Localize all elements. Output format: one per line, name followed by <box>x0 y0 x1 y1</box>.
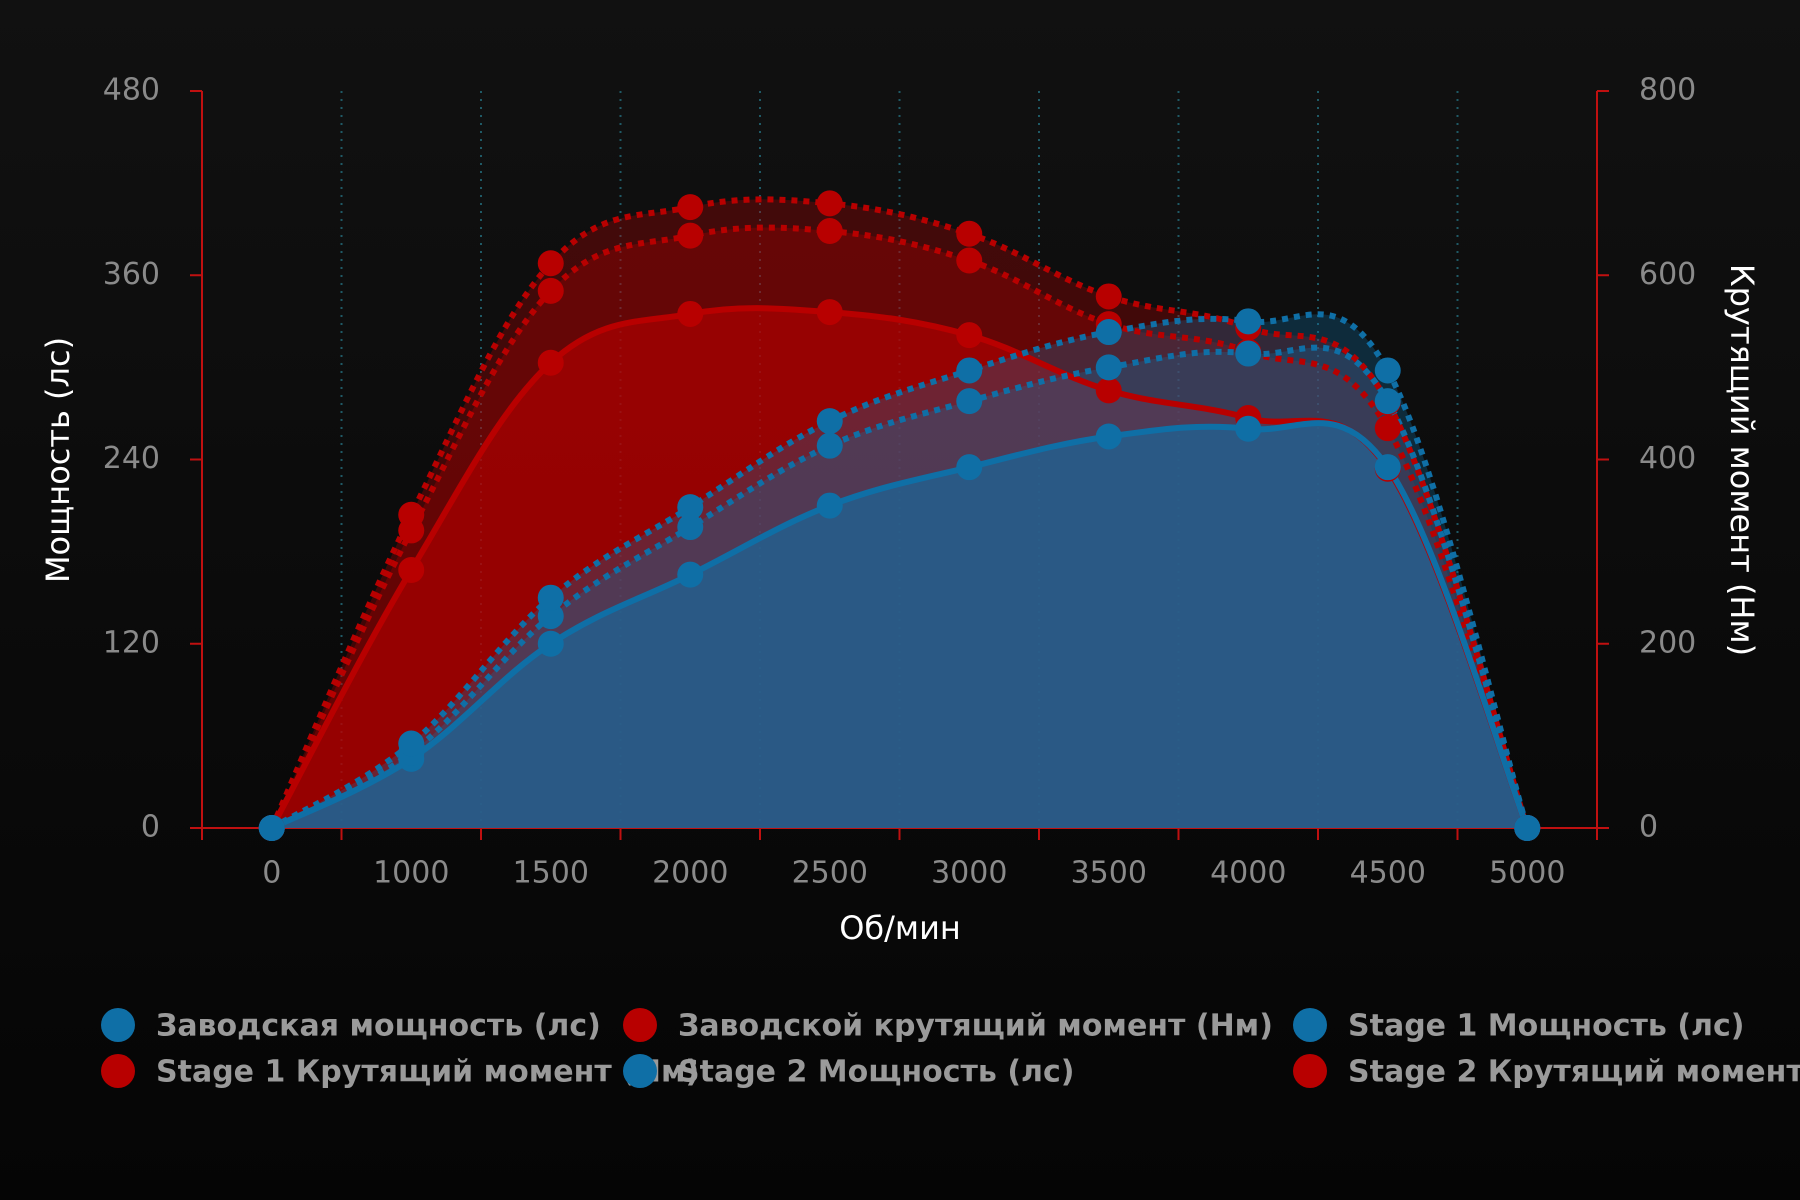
x-tick-label: 2500 <box>792 856 868 891</box>
point <box>1095 319 1122 346</box>
legend-label: Stage 2 Мощность (лс) <box>678 1055 1075 1090</box>
point <box>677 222 704 249</box>
y-axis-title: Мощность (лс) <box>39 337 77 583</box>
y-tick-label: 240 <box>103 441 160 476</box>
x-tick-label: 5000 <box>1489 856 1565 891</box>
point <box>1514 815 1541 841</box>
point <box>398 730 425 757</box>
x-tick-label: 3000 <box>931 856 1007 891</box>
point <box>1374 454 1401 481</box>
legend-marker <box>623 1054 657 1088</box>
point <box>537 349 564 376</box>
point <box>677 514 704 541</box>
point <box>1235 415 1262 442</box>
point <box>956 220 983 247</box>
legend-label: Заводская мощность (лс) <box>156 1009 601 1044</box>
y2-axis-title: Крутящий момент (Нм) <box>1723 264 1761 656</box>
point <box>1374 415 1401 442</box>
point <box>1095 377 1122 404</box>
point <box>677 194 704 221</box>
y2-tick-label: 0 <box>1639 810 1658 845</box>
area <box>271 314 1528 828</box>
point <box>1095 423 1122 450</box>
y-tick-label: 0 <box>141 810 160 845</box>
point <box>816 408 843 435</box>
point <box>956 357 983 384</box>
area <box>271 347 1528 828</box>
x-tick-label: 4500 <box>1350 856 1426 891</box>
point <box>258 815 285 841</box>
point <box>816 492 843 519</box>
point <box>537 584 564 611</box>
legend-marker <box>101 1054 135 1088</box>
point <box>816 432 843 459</box>
legend-marker <box>1293 1054 1327 1088</box>
y2-tick-label: 400 <box>1639 441 1696 476</box>
x-tick-label: 0 <box>262 856 281 891</box>
legend-label: Stage 2 Крутящий момент (Нм) <box>1348 1055 1800 1090</box>
y-tick-label: 120 <box>103 625 160 660</box>
legend-marker <box>101 1008 135 1042</box>
area <box>271 423 1528 828</box>
point <box>956 454 983 481</box>
point <box>1235 308 1262 335</box>
point <box>1374 357 1401 384</box>
y2-tick-label: 600 <box>1639 257 1696 292</box>
point <box>956 247 983 274</box>
point <box>677 561 704 588</box>
point <box>1374 388 1401 415</box>
point <box>398 557 425 584</box>
point <box>537 603 564 630</box>
point <box>677 494 704 521</box>
legend-label: Stage 1 Крутящий момент (Нм) <box>156 1055 699 1090</box>
point <box>1095 354 1122 381</box>
y2-tick-label: 800 <box>1639 73 1696 108</box>
point <box>816 190 843 217</box>
legend-label: Заводской крутящий момент (Нм) <box>678 1009 1273 1044</box>
point <box>816 299 843 326</box>
legend-label: Stage 1 Мощность (лс) <box>1348 1009 1745 1044</box>
y-tick-label: 360 <box>103 257 160 292</box>
point <box>1095 283 1122 310</box>
y2-tick-label: 200 <box>1639 625 1696 660</box>
point <box>1235 340 1262 367</box>
legend-marker <box>1293 1008 1327 1042</box>
legend-marker <box>623 1008 657 1042</box>
x-tick-label: 1000 <box>373 856 449 891</box>
point <box>816 218 843 245</box>
point <box>537 630 564 657</box>
x-tick-label: 2000 <box>652 856 728 891</box>
line <box>270 311 1531 831</box>
y-tick-label: 480 <box>103 73 160 108</box>
line <box>269 196 1531 830</box>
point <box>677 300 704 327</box>
point <box>537 250 564 277</box>
point <box>956 322 983 349</box>
point <box>537 277 564 304</box>
line <box>269 224 1531 830</box>
x-tick-label: 3500 <box>1071 856 1147 891</box>
point <box>398 501 425 528</box>
x-tick-label: 4000 <box>1210 856 1286 891</box>
point <box>956 388 983 415</box>
x-axis-title: Об/мин <box>839 909 961 947</box>
x-tick-label: 1500 <box>513 856 589 891</box>
